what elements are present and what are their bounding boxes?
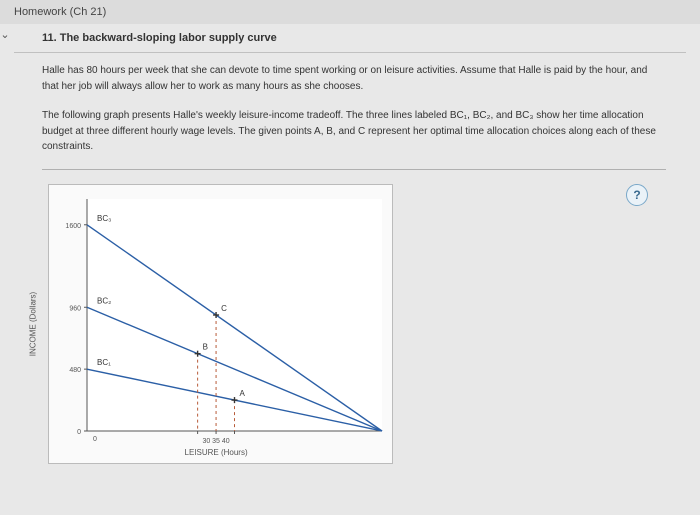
svg-text:30 35 40: 30 35 40 xyxy=(202,438,229,445)
svg-text:BC₂: BC₂ xyxy=(97,296,111,305)
question-para1: Halle has 80 hours per week that she can… xyxy=(14,53,686,98)
chart-frame[interactable]: INCOME (Dollars) 048096016000BC₁BC₂BC₃AB… xyxy=(48,184,393,464)
svg-text:960: 960 xyxy=(69,305,81,312)
svg-text:0: 0 xyxy=(77,429,81,436)
help-button[interactable]: ? xyxy=(626,184,648,206)
svg-text:480: 480 xyxy=(69,367,81,374)
svg-text:BC₃: BC₃ xyxy=(97,213,111,222)
y-axis-label: INCOME (Dollars) xyxy=(29,291,38,355)
svg-text:1600: 1600 xyxy=(65,222,81,229)
svg-text:BC₁: BC₁ xyxy=(97,358,111,367)
assignment-header: Homework (Ch 21) xyxy=(0,0,700,24)
svg-text:C: C xyxy=(221,304,227,313)
chart-region: ? INCOME (Dollars) 048096016000BC₁BC₂BC₃… xyxy=(42,169,666,464)
assignment-title: Homework (Ch 21) xyxy=(14,6,106,18)
chart-svg: 0 480 960 1600 0 BC₁ BC₂ BC₃ A B C 30 35 40 LEISURE … xyxy=(49,185,394,465)
svg-text:A: A xyxy=(240,389,246,398)
help-icon: ? xyxy=(633,188,640,202)
svg-text:LEISURE (Hours): LEISURE (Hours) xyxy=(185,448,248,457)
svg-text:B: B xyxy=(203,342,208,351)
question-para2: The following graph presents Halle's wee… xyxy=(14,98,686,159)
question-heading: 11. The backward-sloping labor supply cu… xyxy=(14,24,686,53)
chevron-down-icon[interactable]: ⌄ xyxy=(0,26,10,42)
svg-text:0: 0 xyxy=(93,436,97,443)
